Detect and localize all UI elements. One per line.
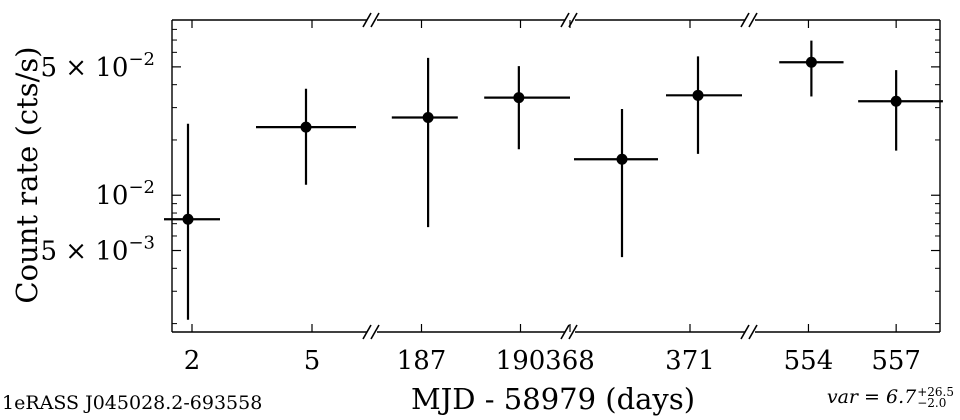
x-tick-label: 557: [871, 346, 921, 376]
data-point: [391, 57, 458, 228]
x-tick-label: 190: [496, 346, 546, 376]
variability-label: var = 6.7 +26.5 −2.0: [827, 386, 954, 409]
axis-break-mark: [740, 324, 750, 340]
point-marker: [422, 112, 434, 124]
plot-frame: [171, 12, 941, 340]
y-tick-label: 5 × 10−3: [41, 233, 156, 267]
x-tick-label: 187: [397, 346, 447, 376]
axis-break-mark: [740, 12, 750, 28]
point-marker: [513, 92, 525, 104]
axis-break-mark: [560, 12, 570, 28]
x-tick-label: 5: [304, 346, 321, 376]
axis-break-mark: [560, 324, 570, 340]
data-points: [164, 40, 943, 320]
point-marker: [300, 121, 312, 133]
axis-break-mark: [568, 324, 578, 340]
axis-break-mark: [370, 324, 380, 340]
data-point: [484, 66, 570, 150]
axis-break-mark: [370, 12, 380, 28]
y-axis: 5 × 10−3 10−2 5 × 10−2: [41, 28, 940, 325]
x-tick-label: 371: [665, 346, 715, 376]
data-point: [574, 108, 658, 258]
x-tick-label: 554: [784, 346, 834, 376]
point-marker: [182, 213, 194, 225]
x-tick-label: 368: [545, 346, 595, 376]
x-axis: 2 5 187 190 368 371 554 557: [184, 20, 921, 376]
data-point: [666, 56, 742, 154]
variability-minus-error: −2.0: [917, 396, 947, 410]
axis-break-mark: [748, 12, 758, 28]
axis-break-mark: [362, 324, 372, 340]
y-axis-label: Count rate (cts/s): [10, 46, 44, 303]
point-marker: [616, 153, 628, 165]
variability-plus-error: +26.5: [917, 385, 954, 399]
variability-value: var = 6.7: [826, 386, 917, 408]
axis-break-mark: [362, 12, 372, 28]
y-tick-label: 5 × 10−2: [41, 49, 156, 83]
x-axis-label: MJD - 58979 (days): [411, 382, 695, 416]
data-point: [164, 123, 220, 320]
variability-errors: +26.5 −2.0: [917, 385, 954, 410]
y-tick-label: 10−2: [95, 177, 155, 211]
x-tick-label: 2: [184, 346, 201, 376]
data-point: [779, 40, 844, 97]
point-marker: [890, 95, 902, 107]
source-name-label: 1eRASS J045028.2-693558: [2, 392, 263, 414]
point-marker: [692, 89, 704, 101]
data-point: [858, 70, 943, 151]
data-point: [256, 88, 356, 185]
point-marker: [805, 56, 817, 68]
axis-break-mark: [748, 324, 758, 340]
